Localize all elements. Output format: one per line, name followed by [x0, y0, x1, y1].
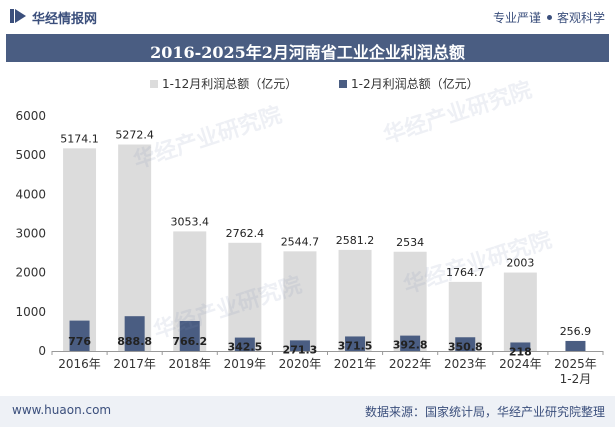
x-tick-label: 2019年	[224, 357, 267, 371]
value-label-jan-feb: 271.3	[283, 343, 318, 356]
bar-jan-feb	[510, 342, 531, 351]
bar-jan-feb	[234, 337, 255, 351]
y-tick-label: 1000	[15, 305, 46, 319]
x-tick-label: 1-2月	[560, 372, 592, 386]
header: 华经情报网 专业严谨 客观科学	[0, 0, 615, 32]
legend-label-full-year: 1-12月利润总额（亿元）	[162, 77, 298, 91]
bar-jan-feb	[400, 335, 421, 351]
value-label-jan-feb: 766.2	[172, 335, 207, 348]
x-tick-label: 2025年	[554, 357, 597, 371]
bar-full-year	[503, 272, 537, 351]
bar-jan-feb	[565, 340, 586, 351]
value-label-jan-feb: 888.8	[117, 335, 152, 348]
footer: www.huaon.com 数据来源：国家统计局，华经产业研究院整理	[0, 396, 615, 427]
x-tick-label: 2024年	[499, 357, 542, 371]
y-tick-label: 5000	[15, 148, 46, 162]
legend-item-full-year: 1-12月利润总额（亿元）	[150, 75, 297, 92]
value-label-jan-feb: 256.9	[560, 325, 592, 338]
value-label-full-year: 2534	[396, 236, 424, 249]
bar-jan-feb	[179, 320, 200, 351]
x-tick-label: 2021年	[334, 357, 377, 371]
value-label-jan-feb: 392.8	[393, 339, 428, 352]
value-label-full-year: 2544.7	[281, 235, 320, 248]
value-label-jan-feb: 776	[68, 335, 91, 348]
chart-title: 2016-2025年2月河南省工业企业利润总额	[150, 43, 465, 62]
bar-jan-feb	[69, 320, 90, 351]
slogan-dot	[546, 15, 552, 20]
footer-url: www.huaon.com	[12, 403, 112, 417]
bar-chart: 0 1000 2000 3000 4000 5000 6000 5174.1 776 2016年 5…	[15, 109, 604, 386]
huajing-logo-icon	[10, 9, 26, 23]
value-label-jan-feb: 342.5	[227, 341, 262, 354]
bar-full-year	[283, 251, 317, 351]
y-tick-label: 6000	[15, 109, 46, 123]
legend-label-jan-feb: 1-2月利润总额（亿元）	[351, 77, 479, 91]
value-label-jan-feb: 350.8	[448, 340, 483, 353]
y-tick-label: 4000	[15, 187, 46, 201]
value-label-jan-feb: 371.5	[338, 339, 373, 352]
legend-swatch-jan-feb	[339, 80, 347, 88]
brand-name: 华经情报网	[32, 12, 98, 27]
y-tick-label: 3000	[15, 227, 46, 241]
value-label-full-year: 2581.2	[336, 234, 375, 247]
legend-swatch-full-year	[150, 80, 158, 88]
bar-full-year	[338, 249, 372, 351]
y-tick-label: 2000	[15, 266, 46, 280]
y-tick-label: 0	[38, 344, 46, 358]
value-label-full-year: 2003	[506, 257, 534, 270]
bar-full-year	[63, 148, 97, 351]
slogan-right: 客观科学	[556, 11, 605, 25]
value-label-jan-feb: 218	[509, 345, 532, 358]
value-label-full-year: 1764.7	[446, 266, 485, 279]
legend-item-jan-feb: 1-2月利润总额（亿元）	[339, 75, 479, 92]
bar-jan-feb	[345, 336, 366, 351]
x-tick-label: 2023年	[444, 357, 487, 371]
title-bar: 2016-2025年2月河南省工业企业利润总额	[6, 34, 609, 62]
x-tick-label: 2022年	[389, 357, 432, 371]
slogan-left: 专业严谨	[492, 11, 541, 25]
x-tick-label: 2017年	[113, 357, 156, 371]
bar-jan-feb	[124, 316, 145, 351]
bar-jan-feb	[455, 337, 476, 351]
slogan: 专业严谨 客观科学	[493, 9, 605, 26]
bar-jan-feb	[289, 340, 310, 351]
x-tick-label: 2016年	[58, 357, 101, 371]
bar-full-year	[393, 251, 427, 351]
bar-full-year	[228, 242, 262, 351]
data-source: 数据来源：国家统计局，华经产业研究院整理	[364, 405, 605, 419]
x-tick-label: 2020年	[279, 357, 322, 371]
value-label-full-year: 2762.4	[226, 227, 265, 240]
x-tick-label: 2018年	[168, 357, 211, 371]
value-label-full-year: 3053.4	[171, 215, 210, 228]
value-label-full-year: 5174.1	[60, 132, 99, 145]
value-label-full-year: 5272.4	[115, 128, 154, 141]
